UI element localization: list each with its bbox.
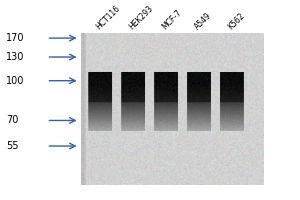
Text: 170: 170: [6, 33, 25, 43]
Text: 130: 130: [6, 52, 24, 62]
Text: 70: 70: [6, 115, 18, 125]
Text: A549: A549: [193, 11, 214, 31]
Text: K562: K562: [226, 11, 246, 31]
Text: HEK293: HEK293: [127, 4, 155, 31]
Text: HCT116: HCT116: [94, 4, 122, 31]
Text: MCF-7: MCF-7: [160, 8, 183, 31]
Text: 55: 55: [6, 141, 19, 151]
Text: 100: 100: [6, 76, 24, 86]
